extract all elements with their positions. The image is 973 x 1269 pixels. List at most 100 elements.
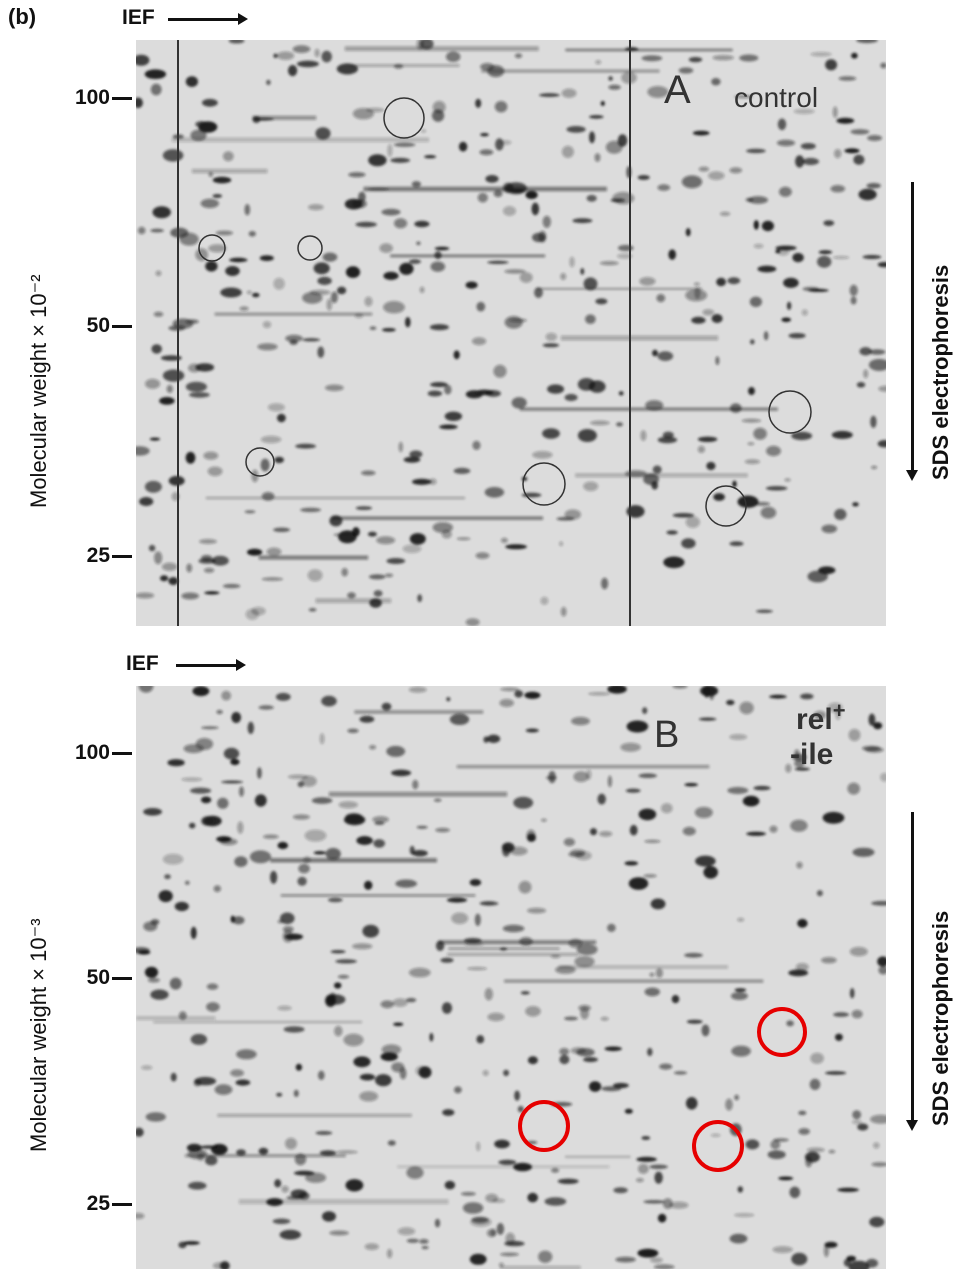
protein-spot [795,155,805,168]
protein-spot [748,387,755,395]
protein-spot [435,827,450,833]
gel-condition-a: control [734,82,819,113]
protein-spot [285,1137,297,1150]
protein-spot [232,916,245,925]
y-tick-100-b: 100 [62,741,132,765]
protein-streak [481,69,660,73]
protein-spot [638,1163,649,1174]
protein-spot [539,93,560,97]
protein-spot [158,890,173,903]
protein-spot [559,541,564,547]
protein-spot [421,1245,429,1250]
protein-spot [465,281,478,289]
protein-spot [391,769,412,777]
protein-spot [321,50,332,63]
protein-spot [607,686,627,694]
protein-spot [275,692,291,701]
protein-spot [144,480,162,493]
protein-spot [484,987,493,1001]
protein-spot [345,813,363,823]
protein-spot [334,1025,343,1037]
protein-spot [844,148,860,154]
protein-spot [199,539,217,544]
protein-spot [474,913,481,926]
protein-spot [415,1065,429,1076]
protein-spot [138,686,154,693]
protein-spot [795,963,809,971]
protein-spot [779,186,792,197]
protein-spot [313,262,330,275]
protein-spot [786,301,792,310]
protein-spot [276,1092,283,1097]
protein-spot [261,577,284,581]
protein-spot [790,819,808,832]
protein-spot [429,478,437,485]
protein-spot [583,1057,598,1063]
protein-spot [412,779,419,790]
protein-spot [248,231,256,237]
protein-spot [538,1250,553,1263]
protein-spot [159,397,175,405]
protein-spot [739,54,759,62]
protein-spot [697,445,706,453]
protein-spot [681,175,703,189]
protein-spot [706,461,716,471]
protein-spot [355,506,372,510]
protein-spot [485,390,501,397]
protein-spot [190,926,197,939]
protein-spot [725,1098,733,1111]
protein-spot [274,456,284,464]
protein-spot [483,736,489,743]
protein-spot [685,228,691,237]
protein-spot [798,1128,810,1135]
protein-spot [737,1186,743,1193]
protein-spot [527,1056,538,1065]
protein-spot [590,420,610,426]
protein-spot [221,780,243,784]
protein-spot [653,1264,675,1269]
protein-spot [527,833,536,842]
protein-spot [244,204,251,216]
protein-spot [162,369,185,382]
protein-spot [205,260,218,272]
protein-spot [542,343,560,348]
protein-spot [767,1150,786,1159]
protein-spot [697,436,718,442]
protein-spot [444,411,463,421]
protein-spot [652,465,662,474]
protein-spot [809,1078,821,1090]
protein-spot [195,363,215,372]
protein-spot [296,60,319,68]
protein-spot [369,574,386,580]
protein-spot [217,797,229,809]
protein-spot [258,705,274,710]
highlight-circle [245,447,275,477]
protein-spot [693,282,700,286]
sds-label-a: SDS electrophoresis [928,264,953,480]
protein-spot [454,1086,462,1094]
protein-spot [304,829,327,842]
protein-spot [300,507,321,513]
protein-spot [359,1073,375,1081]
protein-spot [849,284,858,296]
protein-spot [856,382,866,388]
protein-spot [356,836,373,845]
protein-spot [556,517,575,521]
protein-spot [637,175,650,180]
protein-spot [223,747,240,760]
protein-spot [734,988,747,992]
protein-spot [734,1213,755,1218]
protein-spot [200,796,212,804]
protein-spot [559,1048,570,1056]
protein-spot [200,198,219,209]
protein-spot [542,215,551,228]
protein-spot [534,287,543,298]
ief-arrow-a [168,13,248,25]
protein-spot [419,1239,429,1244]
protein-spot [685,1097,698,1110]
protein-spot [652,349,658,357]
protein-spot [589,1081,602,1092]
protein-spot [607,923,616,932]
protein-spot [319,733,325,745]
protein-spot [500,537,508,543]
